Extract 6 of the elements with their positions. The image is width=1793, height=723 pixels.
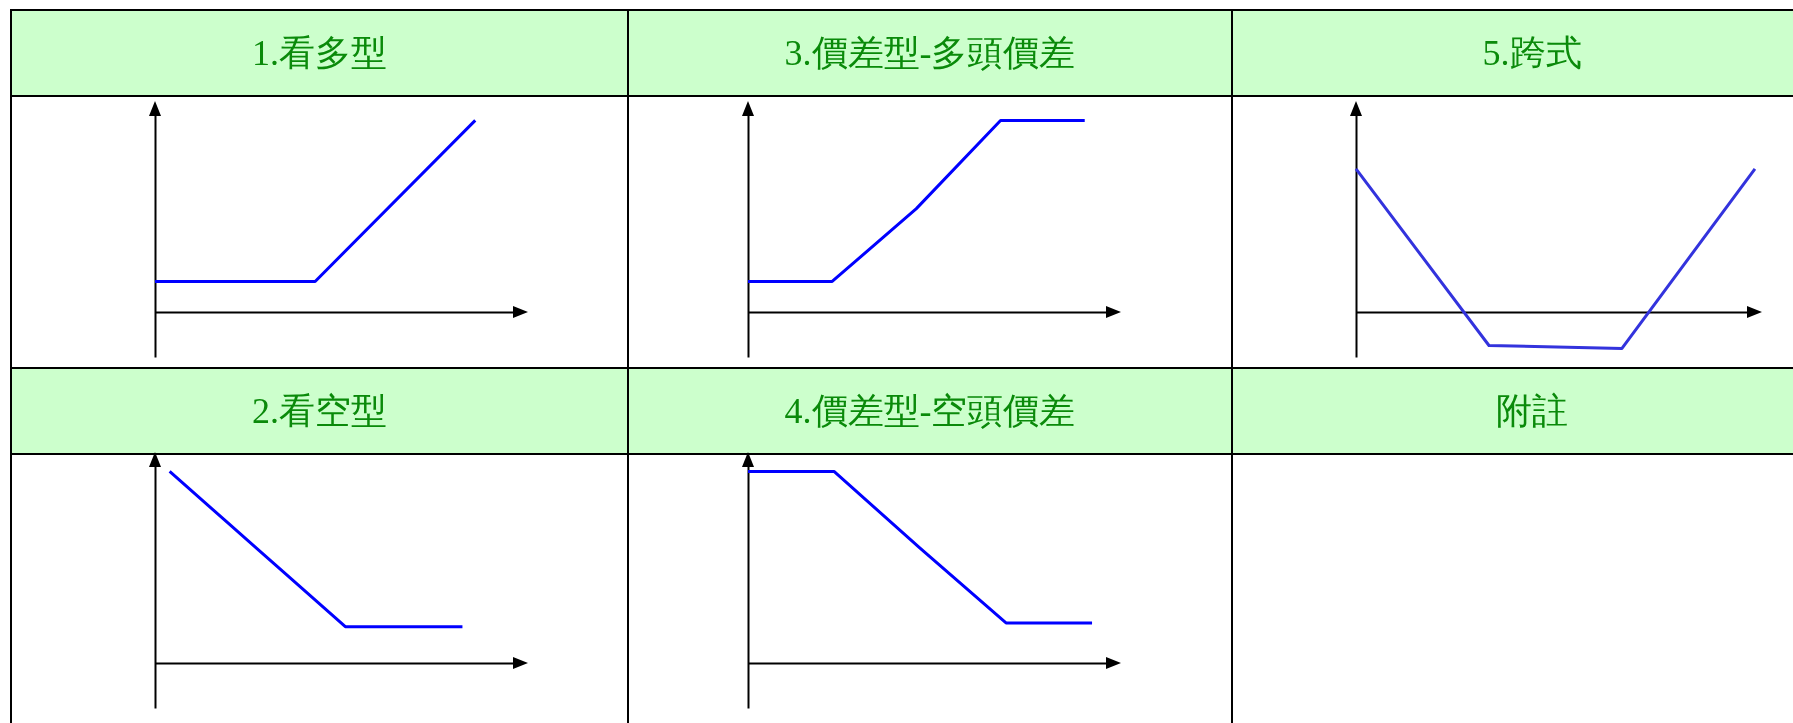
text: 附註 [1233, 369, 1793, 455]
chart-title: 1.看多型 [12, 11, 627, 97]
chart-title: 3.價差型-多頭價差 [629, 11, 1231, 97]
chart-title: 2.看空型 [12, 369, 627, 455]
chart-title: 4.價差型-空頭價差 [629, 369, 1231, 455]
chart-title: 5.跨式 [1233, 11, 1793, 97]
